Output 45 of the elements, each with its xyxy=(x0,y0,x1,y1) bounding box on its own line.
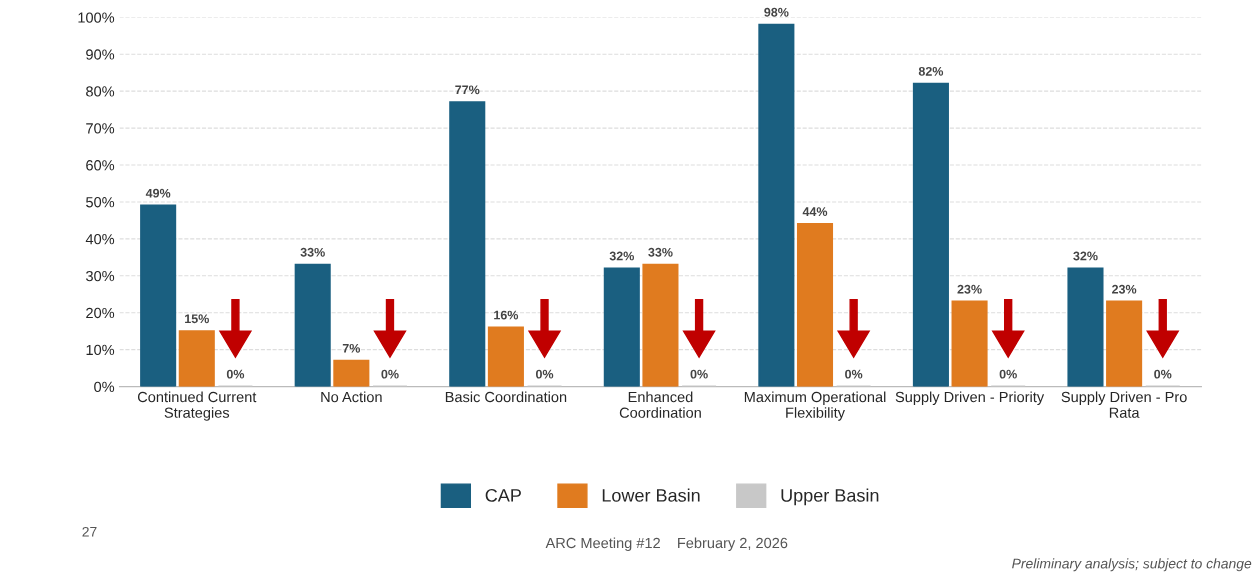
y-tick-label: 20% xyxy=(86,307,115,319)
data-label: 0% xyxy=(536,369,554,379)
y-tick-label: 40% xyxy=(85,233,115,245)
x-tick-label: No Action xyxy=(321,391,382,403)
data-label: 44% xyxy=(802,207,828,217)
text: ARC Meeting #12 February 2, 2026 xyxy=(545,537,788,552)
x-tick-label: Basic Coordination xyxy=(445,391,567,403)
y-tick-label: 80% xyxy=(86,86,115,97)
y-tick-label: 10% xyxy=(86,344,115,356)
y-tick-label: 50% xyxy=(86,197,115,208)
data-label: 0% xyxy=(845,369,863,379)
data-label: 98% xyxy=(764,7,789,17)
data-label: 7% xyxy=(342,343,361,353)
data-label: 0% xyxy=(226,369,245,379)
y-tick-label: 70% xyxy=(86,123,115,134)
x-tick-label: Supply Driven - Pro Rata xyxy=(1061,391,1187,418)
y-tick-label: 100% xyxy=(78,12,115,23)
data-label: 0% xyxy=(999,369,1017,379)
data-label: 33% xyxy=(300,247,325,257)
data-label: 0% xyxy=(1154,369,1172,379)
x-tick-label: Supply Driven - Priority xyxy=(895,391,1045,406)
y-tick-label: 30% xyxy=(86,270,115,282)
data-label: 32% xyxy=(1073,251,1098,261)
data-label: 0% xyxy=(381,369,399,379)
text: 27 xyxy=(82,526,97,537)
legend-label: CAP xyxy=(485,488,521,502)
text: Preliminary analysis; subject to change xyxy=(1012,558,1252,572)
data-label: 23% xyxy=(1112,284,1137,294)
data-label: 49% xyxy=(145,188,171,198)
y-tick-label: 60% xyxy=(86,160,115,171)
y-tick-label: 90% xyxy=(86,49,115,60)
x-tick-label: Enhanced Coordination xyxy=(619,391,701,418)
data-label: 32% xyxy=(609,251,634,261)
y-tick-label: 0% xyxy=(94,381,115,393)
data-label: 23% xyxy=(957,284,982,294)
data-label: 0% xyxy=(690,369,708,379)
legend-label: Upper Basin xyxy=(781,488,879,506)
data-label: 33% xyxy=(648,247,673,257)
data-label: 82% xyxy=(918,66,944,76)
x-tick-label: Continued Current Strategies xyxy=(137,391,257,421)
x-tick-label: Maximum Operational Flexibility xyxy=(744,391,886,421)
data-label: 15% xyxy=(185,314,209,324)
data-label: 77% xyxy=(455,85,480,95)
data-label: 16% xyxy=(494,310,519,320)
legend-label: Lower Basin xyxy=(602,488,700,502)
